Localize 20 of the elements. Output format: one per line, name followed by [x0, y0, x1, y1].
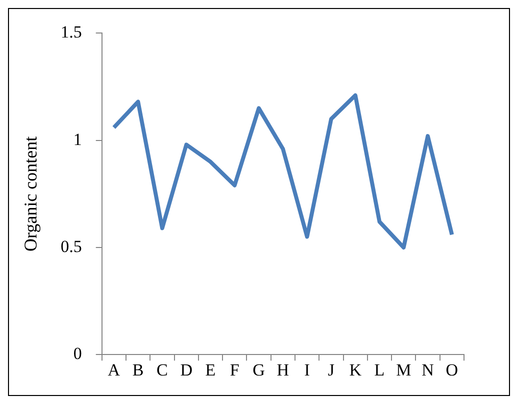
x-tick-label: J	[328, 360, 335, 380]
x-tick-label: O	[446, 360, 458, 380]
x-tick-label: D	[180, 360, 192, 380]
y-tick-label: 0.5	[60, 236, 82, 256]
y-tick-label: 0	[73, 344, 82, 364]
x-tick-label: C	[156, 360, 168, 380]
x-tick-label: B	[132, 360, 144, 380]
x-tick-label: I	[304, 360, 310, 380]
x-tick-label: K	[349, 360, 362, 380]
x-tick-label: N	[422, 360, 434, 380]
x-tick-label: M	[396, 360, 412, 380]
x-tick-label: A	[108, 360, 121, 380]
y-tick-label: 1.5	[60, 22, 82, 42]
y-axis-title: Organic content	[20, 136, 41, 252]
x-tick-label: L	[374, 360, 385, 380]
x-tick-label: G	[252, 360, 265, 380]
x-tick-label: E	[205, 360, 216, 380]
x-tick-label: F	[230, 360, 240, 380]
y-tick-label: 1	[73, 130, 82, 149]
x-tick-label: H	[276, 360, 290, 380]
